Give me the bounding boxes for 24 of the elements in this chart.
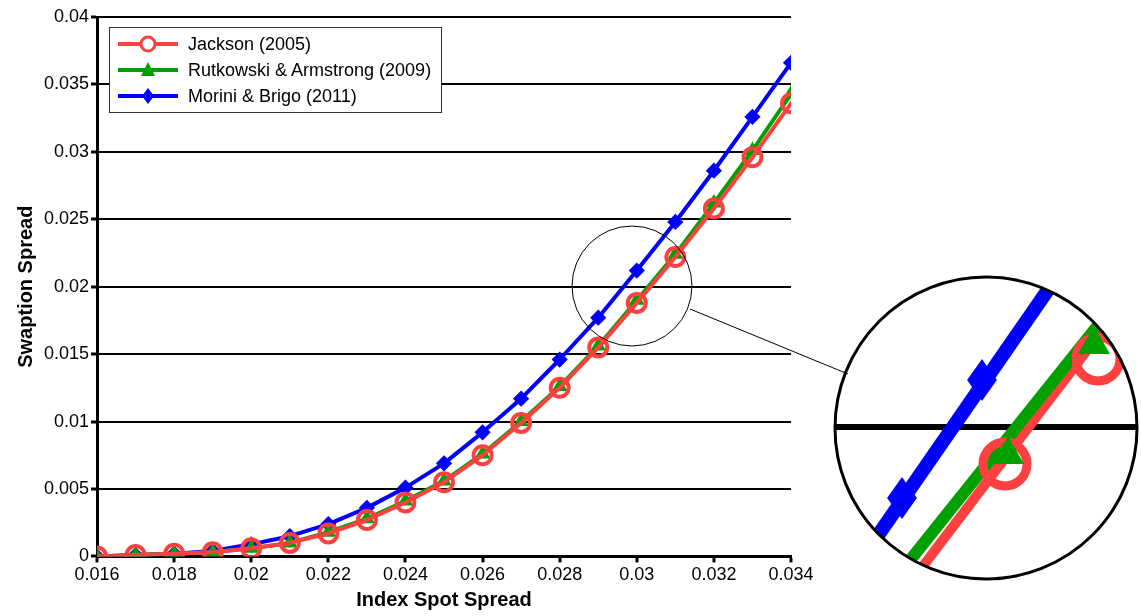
y-tick-label: 0 (79, 545, 90, 566)
y-tick-label: 0.025 (44, 208, 90, 229)
y-axis-title: Swaption Spread (13, 205, 36, 368)
x-tick-label: 0.034 (768, 564, 814, 585)
x-tick-label: 0.022 (305, 564, 351, 585)
y-tick-label: 0.02 (54, 275, 90, 296)
x-tick-label: 0.032 (691, 564, 737, 585)
y-tick-label: 0.03 (54, 140, 90, 161)
x-tick-label: 0.02 (233, 564, 269, 585)
x-tick-label: 0.028 (537, 564, 583, 585)
x-tick-label: 0.026 (460, 564, 506, 585)
y-tick-label: 0.035 (44, 73, 90, 94)
legend-label: Jackson (2005) (188, 33, 312, 55)
x-axis-title: Index Spot Spread (356, 587, 532, 610)
x-tick-label: 0.018 (151, 564, 197, 585)
y-tick-label: 0.04 (54, 5, 90, 26)
y-tick-label: 0.005 (44, 477, 90, 498)
legend-label: Morini & Brigo (2011) (188, 85, 357, 107)
x-tick-label: 0.024 (382, 564, 428, 585)
x-tick-label: 0.03 (619, 564, 655, 585)
x-tick-label: 0.016 (74, 564, 120, 585)
legend-label: Rutkowski & Armstrong (2009) (188, 59, 432, 81)
y-tick-label: 0.015 (44, 343, 90, 364)
y-tick-label: 0.01 (54, 410, 90, 431)
